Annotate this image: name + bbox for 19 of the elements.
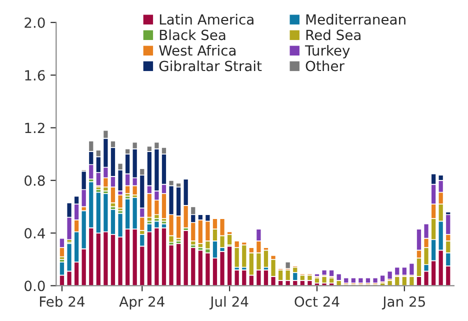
x-tick-label: Oct 24: [294, 296, 340, 307]
legend-label: Latin America: [160, 14, 254, 25]
legend-label: Other: [306, 60, 344, 72]
y-tick-label: 1.2: [25, 122, 44, 134]
legend-label: Black Sea: [160, 29, 226, 40]
y-tick-label: 1.6: [25, 70, 45, 81]
x-tick-label: Jul 24: [209, 296, 248, 310]
legend-label: Mediterranean: [306, 14, 406, 25]
y-tick-label: 0.0: [24, 280, 45, 292]
x-tick-label: Jan 25: [382, 296, 425, 310]
y-tick-label: 0.8: [24, 175, 45, 186]
legend-label: Turkey: [304, 44, 350, 58]
legend-label: West Africa: [159, 44, 236, 56]
y-tick-label: 2.0: [24, 17, 45, 28]
legend-label: Red Sea: [306, 29, 360, 40]
x-tick-label: Feb 24: [40, 296, 85, 307]
x-tick-label: Apr 24: [119, 296, 164, 310]
y-tick-label: 0.4: [24, 228, 45, 239]
legend-label: Gibraltar Strait: [159, 60, 262, 72]
